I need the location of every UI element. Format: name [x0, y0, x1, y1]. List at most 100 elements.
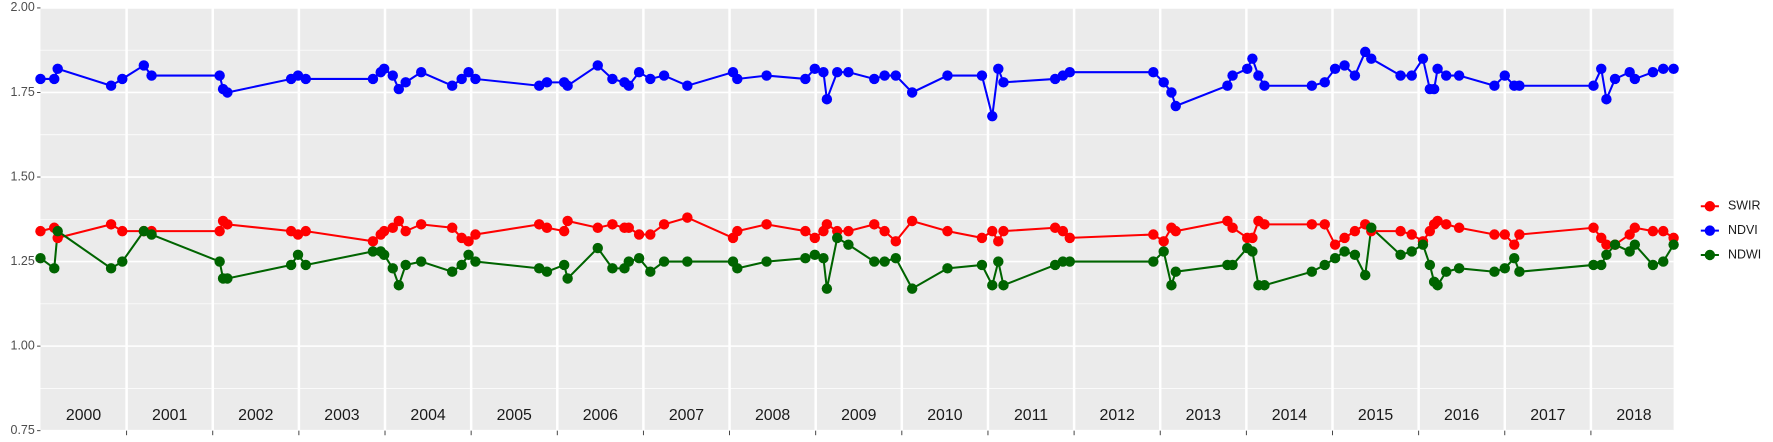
- point: [222, 219, 233, 230]
- point: [378, 63, 390, 75]
- point: [1440, 266, 1452, 277]
- point: [146, 229, 157, 240]
- point: [869, 219, 880, 230]
- point: [463, 236, 474, 247]
- point: [1424, 259, 1436, 271]
- point: [818, 252, 829, 264]
- point: [300, 225, 311, 237]
- point: [1489, 229, 1500, 240]
- point: [942, 263, 953, 274]
- year-label: 2006: [583, 407, 618, 424]
- point: [1360, 46, 1371, 58]
- point: [998, 280, 1009, 291]
- legend-key-point: [1704, 225, 1716, 236]
- y-tick-label: 1.75: [11, 85, 35, 99]
- point: [1329, 252, 1341, 264]
- point: [906, 215, 918, 227]
- point: [1158, 77, 1169, 88]
- point: [623, 80, 634, 91]
- year-label: 2017: [1530, 407, 1565, 424]
- y-tick-label: 0.75: [11, 423, 35, 437]
- point: [1259, 280, 1270, 291]
- point: [906, 283, 918, 294]
- point: [993, 256, 1004, 267]
- point: [879, 70, 890, 81]
- point: [821, 283, 833, 294]
- point: [645, 229, 656, 240]
- point: [1609, 73, 1621, 85]
- point: [890, 236, 902, 247]
- point: [809, 232, 821, 244]
- point: [1158, 246, 1169, 257]
- point: [592, 60, 603, 71]
- point: [456, 259, 467, 271]
- point: [105, 263, 117, 274]
- legend-key-point: [1704, 249, 1716, 261]
- point: [890, 70, 902, 81]
- point: [285, 259, 297, 271]
- point: [1259, 219, 1270, 230]
- point: [1629, 73, 1641, 85]
- point: [415, 256, 427, 267]
- point: [1658, 225, 1669, 237]
- point: [52, 63, 63, 75]
- point: [1658, 256, 1669, 267]
- point: [869, 73, 880, 85]
- point: [633, 229, 645, 240]
- point: [623, 222, 634, 233]
- point: [1227, 259, 1238, 271]
- point: [541, 266, 553, 277]
- point: [906, 87, 918, 98]
- point: [1658, 63, 1669, 75]
- point: [222, 87, 233, 98]
- y-tick-label: 1.50: [11, 169, 35, 183]
- point: [105, 219, 117, 230]
- point: [843, 239, 854, 250]
- point: [732, 263, 743, 274]
- point: [1227, 70, 1238, 81]
- point: [1247, 232, 1258, 244]
- point: [446, 266, 458, 277]
- point: [1064, 66, 1076, 78]
- point: [1588, 80, 1599, 91]
- point: [809, 249, 821, 261]
- point: [1319, 259, 1330, 271]
- point: [832, 66, 843, 78]
- point: [1242, 63, 1253, 75]
- point: [1428, 83, 1440, 95]
- year-label: 2007: [669, 407, 704, 424]
- legend-key-point: [1704, 201, 1716, 212]
- point: [843, 66, 854, 78]
- point: [470, 73, 481, 85]
- point: [1453, 70, 1465, 81]
- point: [658, 256, 670, 267]
- year-label: 2016: [1444, 407, 1479, 424]
- point: [1432, 215, 1443, 227]
- point: [35, 252, 46, 264]
- point: [463, 249, 474, 261]
- year-label: 2003: [324, 407, 359, 424]
- point: [1609, 239, 1621, 250]
- point: [1349, 225, 1361, 237]
- point: [1329, 239, 1341, 250]
- point: [558, 259, 570, 271]
- point: [52, 225, 63, 237]
- point: [645, 266, 656, 277]
- point: [1668, 63, 1679, 75]
- point: [1406, 70, 1417, 81]
- point: [1489, 80, 1500, 91]
- point: [1601, 249, 1612, 261]
- point: [800, 252, 811, 264]
- point: [998, 77, 1009, 88]
- point: [400, 225, 411, 237]
- point: [592, 242, 603, 254]
- year-label: 2004: [410, 407, 445, 424]
- point: [1247, 53, 1258, 64]
- point: [35, 225, 46, 237]
- point: [633, 252, 645, 264]
- point: [809, 63, 821, 75]
- point: [821, 94, 833, 105]
- point: [993, 236, 1004, 247]
- point: [1432, 280, 1443, 291]
